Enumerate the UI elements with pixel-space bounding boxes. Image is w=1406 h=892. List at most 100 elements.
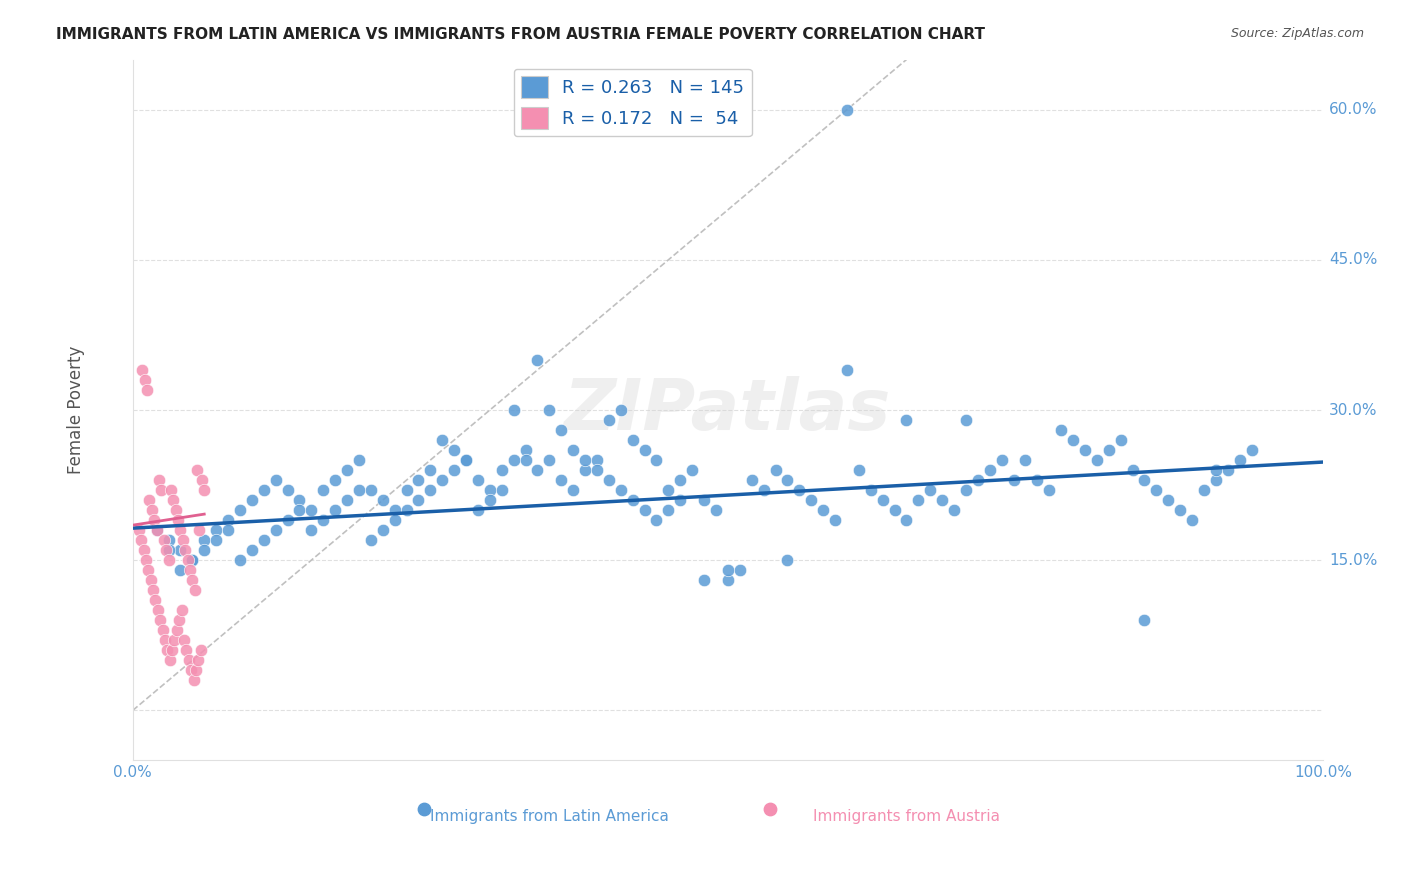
Point bbox=[277, 513, 299, 527]
Point bbox=[139, 573, 162, 587]
Point bbox=[360, 533, 382, 548]
Point bbox=[167, 513, 190, 527]
Point bbox=[191, 473, 214, 487]
Point bbox=[163, 633, 186, 648]
Point bbox=[131, 363, 153, 377]
Point bbox=[443, 443, 465, 458]
Text: Source: ZipAtlas.com: Source: ZipAtlas.com bbox=[1230, 27, 1364, 40]
Text: IMMIGRANTS FROM LATIN AMERICA VS IMMIGRANTS FROM AUSTRIA FEMALE POVERTY CORRELAT: IMMIGRANTS FROM LATIN AMERICA VS IMMIGRA… bbox=[56, 27, 986, 42]
Point bbox=[943, 503, 966, 517]
Point bbox=[177, 653, 200, 667]
Point bbox=[253, 483, 276, 497]
Point bbox=[1038, 483, 1060, 497]
Point bbox=[478, 483, 501, 497]
Point bbox=[515, 453, 537, 467]
Point bbox=[693, 493, 716, 508]
Point bbox=[193, 533, 215, 548]
Point bbox=[717, 563, 740, 577]
Point bbox=[765, 463, 787, 477]
Point bbox=[193, 543, 215, 558]
Point bbox=[443, 463, 465, 477]
Point bbox=[1002, 473, 1025, 487]
Point bbox=[136, 383, 159, 397]
Point bbox=[693, 573, 716, 587]
Point bbox=[883, 503, 905, 517]
Point bbox=[176, 553, 198, 567]
Point bbox=[323, 473, 346, 487]
Point bbox=[170, 603, 193, 617]
Point bbox=[172, 533, 194, 548]
Point bbox=[669, 493, 692, 508]
Point bbox=[467, 473, 489, 487]
Point bbox=[347, 483, 370, 497]
Text: 60.0%: 60.0% bbox=[1329, 103, 1378, 117]
Point bbox=[180, 663, 202, 677]
Point bbox=[160, 483, 183, 497]
Point bbox=[955, 483, 977, 497]
Point bbox=[184, 663, 207, 677]
Point bbox=[264, 473, 287, 487]
Point bbox=[610, 403, 633, 417]
Point bbox=[515, 443, 537, 458]
Point bbox=[1133, 613, 1156, 627]
Point bbox=[135, 553, 157, 567]
Point bbox=[931, 493, 953, 508]
Point bbox=[160, 643, 183, 657]
Point bbox=[478, 493, 501, 508]
Point bbox=[150, 483, 173, 497]
Point bbox=[143, 513, 166, 527]
Point bbox=[907, 493, 929, 508]
Point bbox=[169, 543, 191, 558]
Point bbox=[1205, 473, 1227, 487]
Point bbox=[811, 503, 834, 517]
Point bbox=[229, 553, 252, 567]
Point bbox=[526, 463, 548, 477]
Point bbox=[1157, 493, 1180, 508]
Point bbox=[157, 553, 180, 567]
Point bbox=[156, 643, 179, 657]
Point bbox=[205, 523, 228, 537]
Point bbox=[920, 483, 942, 497]
Point bbox=[491, 463, 513, 477]
Point bbox=[157, 533, 180, 548]
Point bbox=[574, 453, 596, 467]
Point bbox=[1050, 423, 1073, 437]
Point bbox=[704, 503, 727, 517]
Point bbox=[312, 483, 335, 497]
Point bbox=[1168, 503, 1191, 517]
Point bbox=[550, 473, 572, 487]
Point bbox=[717, 573, 740, 587]
Point bbox=[288, 503, 311, 517]
Point bbox=[240, 543, 263, 558]
Point bbox=[872, 493, 894, 508]
Point bbox=[467, 503, 489, 517]
Point bbox=[167, 613, 190, 627]
Point bbox=[419, 463, 441, 477]
Point bbox=[174, 543, 197, 558]
Point bbox=[538, 403, 561, 417]
Point bbox=[502, 453, 524, 467]
Point bbox=[145, 523, 167, 537]
Point bbox=[657, 503, 679, 517]
Point bbox=[264, 523, 287, 537]
Point bbox=[129, 533, 152, 548]
Point bbox=[432, 433, 454, 447]
Point bbox=[657, 483, 679, 497]
Point bbox=[586, 453, 609, 467]
Point bbox=[169, 523, 191, 537]
Point bbox=[1014, 453, 1036, 467]
Point bbox=[610, 483, 633, 497]
Point bbox=[966, 473, 988, 487]
Point bbox=[758, 773, 780, 788]
Text: 45.0%: 45.0% bbox=[1329, 252, 1378, 268]
Point bbox=[153, 633, 176, 648]
Point bbox=[152, 533, 174, 548]
Point bbox=[142, 583, 165, 598]
Point bbox=[800, 493, 823, 508]
Point bbox=[277, 483, 299, 497]
Point bbox=[955, 413, 977, 427]
Point bbox=[323, 503, 346, 517]
Text: Immigrants from Latin America: Immigrants from Latin America bbox=[430, 809, 669, 824]
Point bbox=[645, 513, 668, 527]
Point bbox=[896, 413, 918, 427]
